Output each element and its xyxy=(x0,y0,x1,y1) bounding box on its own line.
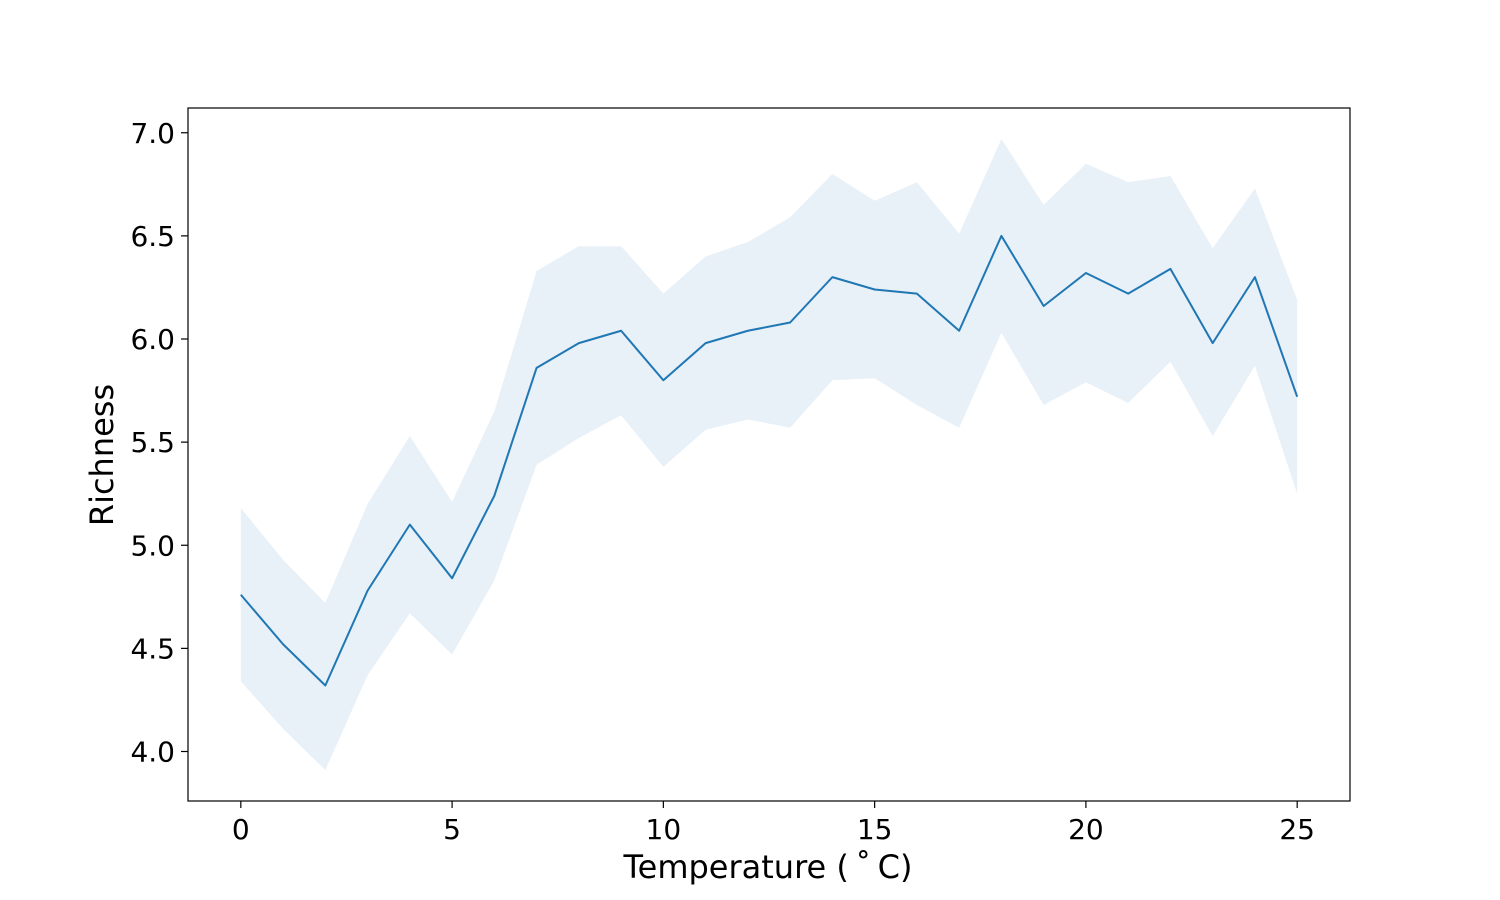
data-point xyxy=(239,593,243,597)
data-point xyxy=(619,329,623,333)
data-point xyxy=(408,523,412,527)
y-tick-label: 6.0 xyxy=(130,323,175,356)
data-point xyxy=(746,329,750,333)
y-tick-label: 5.0 xyxy=(130,529,175,562)
axes-frame xyxy=(187,107,1351,802)
data-point xyxy=(450,576,454,580)
y-tick-label: 6.5 xyxy=(130,220,175,253)
data-point xyxy=(1042,304,1046,308)
y-tick-label: 5.5 xyxy=(130,426,175,459)
data-point xyxy=(1211,341,1215,345)
data-point xyxy=(1126,292,1130,296)
data-point xyxy=(535,366,539,370)
confidence-band xyxy=(240,138,1298,771)
data-point xyxy=(1168,267,1172,271)
y-axis: 4.0 4.5 5.0 5.5 6.0 6.5 7.0 xyxy=(130,117,188,769)
x-tick-label: 20 xyxy=(1068,813,1104,846)
data-point xyxy=(873,288,877,292)
y-axis-label: Richness xyxy=(83,384,121,526)
x-tick-label: 0 xyxy=(232,813,250,846)
data-point xyxy=(915,292,919,296)
data-point xyxy=(323,684,327,688)
y-tick-label: 4.0 xyxy=(130,736,175,769)
data-point xyxy=(1084,271,1088,275)
data-point xyxy=(661,378,665,382)
data-point xyxy=(281,642,285,646)
data-point xyxy=(577,341,581,345)
data-point xyxy=(366,589,370,593)
data-point xyxy=(999,234,1003,238)
x-tick-label: 10 xyxy=(646,813,682,846)
series-line xyxy=(240,234,1299,687)
data-point xyxy=(830,275,834,279)
y-tick-label: 4.5 xyxy=(130,632,175,665)
data-point xyxy=(788,321,792,325)
x-axis-label: Temperature ( ˚ C) xyxy=(623,848,913,886)
x-tick-label: 25 xyxy=(1279,813,1315,846)
data-point xyxy=(704,341,708,345)
x-axis: 0 5 10 15 20 25 xyxy=(232,801,1315,846)
data-point xyxy=(1295,395,1299,399)
x-tick-label: 5 xyxy=(443,813,461,846)
data-point xyxy=(957,329,961,333)
data-point xyxy=(492,494,496,498)
data-point xyxy=(1253,275,1257,279)
plot-area xyxy=(187,107,1351,802)
y-tick-label: 7.0 xyxy=(130,117,175,150)
x-tick-label: 15 xyxy=(857,813,893,846)
